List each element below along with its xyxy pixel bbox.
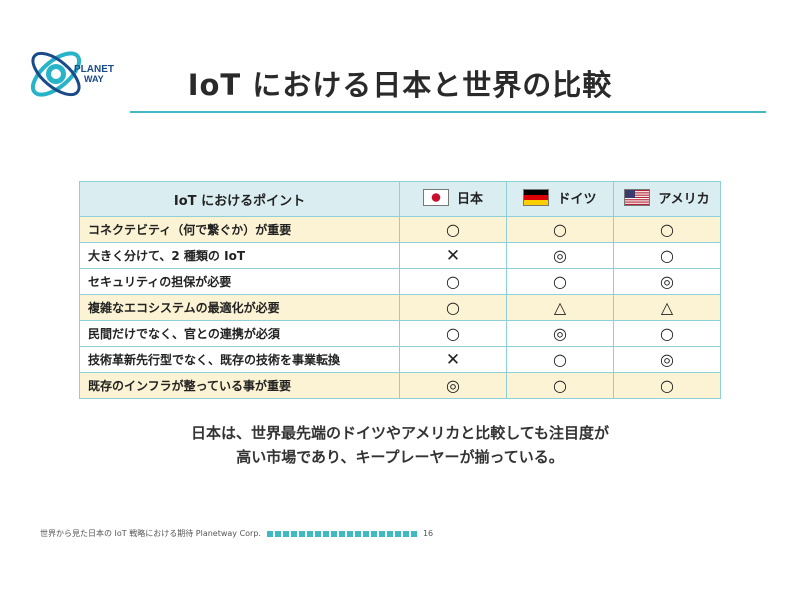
mark-usa: △ xyxy=(613,294,721,321)
mark-germany: ○ xyxy=(506,372,614,399)
row-label: セキュリティの担保が必要 xyxy=(79,268,400,295)
mark-germany: ○ xyxy=(506,268,614,295)
row-label: 既存のインフラが整っている事が重要 xyxy=(79,372,400,399)
header-germany: ドイツ xyxy=(506,181,614,217)
row-label: 大きく分けて、2 種類の IoT xyxy=(79,242,400,269)
page-title: IoT における日本と世界の比較 xyxy=(187,68,613,102)
footer-decoration xyxy=(266,530,417,537)
row-label: コネクテビティ（何で繋ぐか）が重要 xyxy=(79,216,400,243)
mark-usa: ○ xyxy=(613,320,721,347)
japan-flag-icon xyxy=(422,189,449,206)
germany-flag-icon xyxy=(523,189,550,206)
title-underline xyxy=(130,111,766,113)
footer: 世界から見た日本の IoT 戦略における期待 Planetway Corp. 1… xyxy=(40,528,433,539)
table-row: 民間だけでなく、官との連携が必須 ○ ◎ ○ xyxy=(79,320,721,347)
header-usa-label: アメリカ xyxy=(658,192,710,207)
usa-flag-icon xyxy=(624,189,651,206)
table-row: 技術革新先行型でなく、既存の技術を事業転換 ✕ ○ ◎ xyxy=(79,346,721,373)
table-row: 大きく分けて、2 種類の IoT ✕ ◎ ○ xyxy=(79,242,721,269)
mark-germany: ○ xyxy=(506,346,614,373)
mark-germany: △ xyxy=(506,294,614,321)
page-number: 16 xyxy=(422,529,434,538)
header-japan: 日本 xyxy=(399,181,507,217)
logo-text-line2: WAY xyxy=(84,74,104,84)
mark-japan: ◎ xyxy=(399,372,507,399)
footer-text: 世界から見た日本の IoT 戦略における期待 Planetway Corp. xyxy=(40,529,261,538)
summary-line1: 日本は、世界最先端のドイツやアメリカと比較しても注目度が xyxy=(190,424,610,442)
summary-line2: 高い市場であり、キープレーヤーが揃っている。 xyxy=(236,448,564,466)
mark-germany: ○ xyxy=(506,216,614,243)
mark-usa: ◎ xyxy=(613,268,721,295)
planetway-logo: PLANET WAY xyxy=(22,40,126,110)
mark-japan: ○ xyxy=(399,216,507,243)
table-row: セキュリティの担保が必要 ○ ○ ◎ xyxy=(79,268,721,295)
mark-usa: ○ xyxy=(613,372,721,399)
header-point: IoT におけるポイント xyxy=(79,181,400,217)
summary-text: 日本は、世界最先端のドイツやアメリカと比較しても注目度が 高い市場であり、キープ… xyxy=(0,421,800,469)
mark-japan: ○ xyxy=(399,294,507,321)
table-row: 複雑なエコシステムの最適化が必要 ○ △ △ xyxy=(79,294,721,321)
mark-usa: ○ xyxy=(613,216,721,243)
mark-japan: ○ xyxy=(399,320,507,347)
comparison-table: IoT におけるポイント 日本 ドイツ xyxy=(79,181,721,399)
mark-japan: ✕ xyxy=(399,242,507,269)
header-usa: アメリカ xyxy=(613,181,721,217)
header-japan-label: 日本 xyxy=(456,192,483,207)
table-header-row: IoT におけるポイント 日本 ドイツ xyxy=(79,181,721,217)
mark-usa: ○ xyxy=(613,242,721,269)
mark-germany: ◎ xyxy=(506,242,614,269)
mark-japan: ✕ xyxy=(399,346,507,373)
row-label: 民間だけでなく、官との連携が必須 xyxy=(79,320,400,347)
table-row: 既存のインフラが整っている事が重要 ◎ ○ ○ xyxy=(79,372,721,399)
table-row: コネクテビティ（何で繋ぐか）が重要 ○ ○ ○ xyxy=(79,216,721,243)
mark-usa: ◎ xyxy=(613,346,721,373)
row-label: 複雑なエコシステムの最適化が必要 xyxy=(79,294,400,321)
mark-japan: ○ xyxy=(399,268,507,295)
logo-text-line1: PLANET xyxy=(74,64,114,75)
header-germany-label: ドイツ xyxy=(557,192,597,207)
mark-germany: ◎ xyxy=(506,320,614,347)
row-label: 技術革新先行型でなく、既存の技術を事業転換 xyxy=(79,346,400,373)
